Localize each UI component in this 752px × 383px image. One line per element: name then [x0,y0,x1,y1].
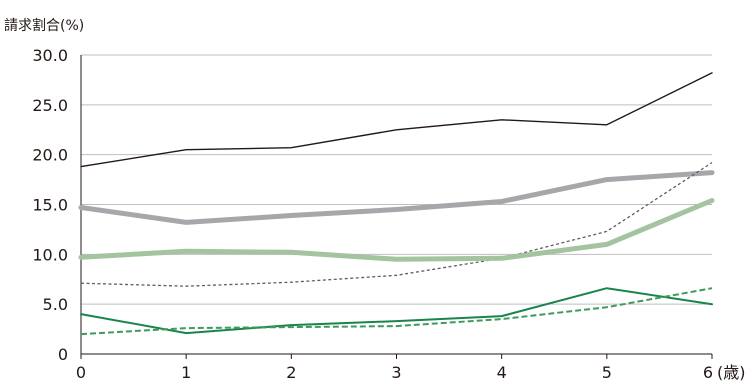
y-tick-label: 20.0 [32,146,68,165]
axes [80,55,713,359]
x-axis-unit: (歳) [717,363,746,382]
x-tick-label: 5 [602,363,612,382]
series-line-2 [78,170,715,225]
x-tick-label: 3 [391,363,401,382]
gridlines [81,54,712,305]
y-tick-label: 10.0 [32,245,68,264]
x-tick-label: 1 [181,363,191,382]
x-tick-label: 4 [497,363,507,382]
y-tick-label: 5.0 [43,295,68,314]
series-line-4 [78,198,715,262]
series-line-1 [80,72,713,168]
x-tick-label: 6 [703,363,713,382]
y-tick-labels: 0 5.0 10.0 15.0 20.0 25.0 30.0 [32,46,68,364]
x-tick-label: 0 [76,363,86,382]
y-tick-label: 0 [58,345,68,364]
y-tick-label: 25.0 [32,96,68,115]
series-line-3 [80,162,713,287]
y-axis-label: 請求割合(%) [4,17,84,34]
x-tick-label: 2 [286,363,296,382]
series-lines [78,72,715,336]
series-line-5 [80,287,713,335]
series-line-6 [80,287,713,336]
y-tick-label: 15.0 [32,196,68,215]
y-tick-label: 30.0 [32,46,68,65]
x-tick-labels: 0 1 2 3 4 5 6 [76,363,713,382]
